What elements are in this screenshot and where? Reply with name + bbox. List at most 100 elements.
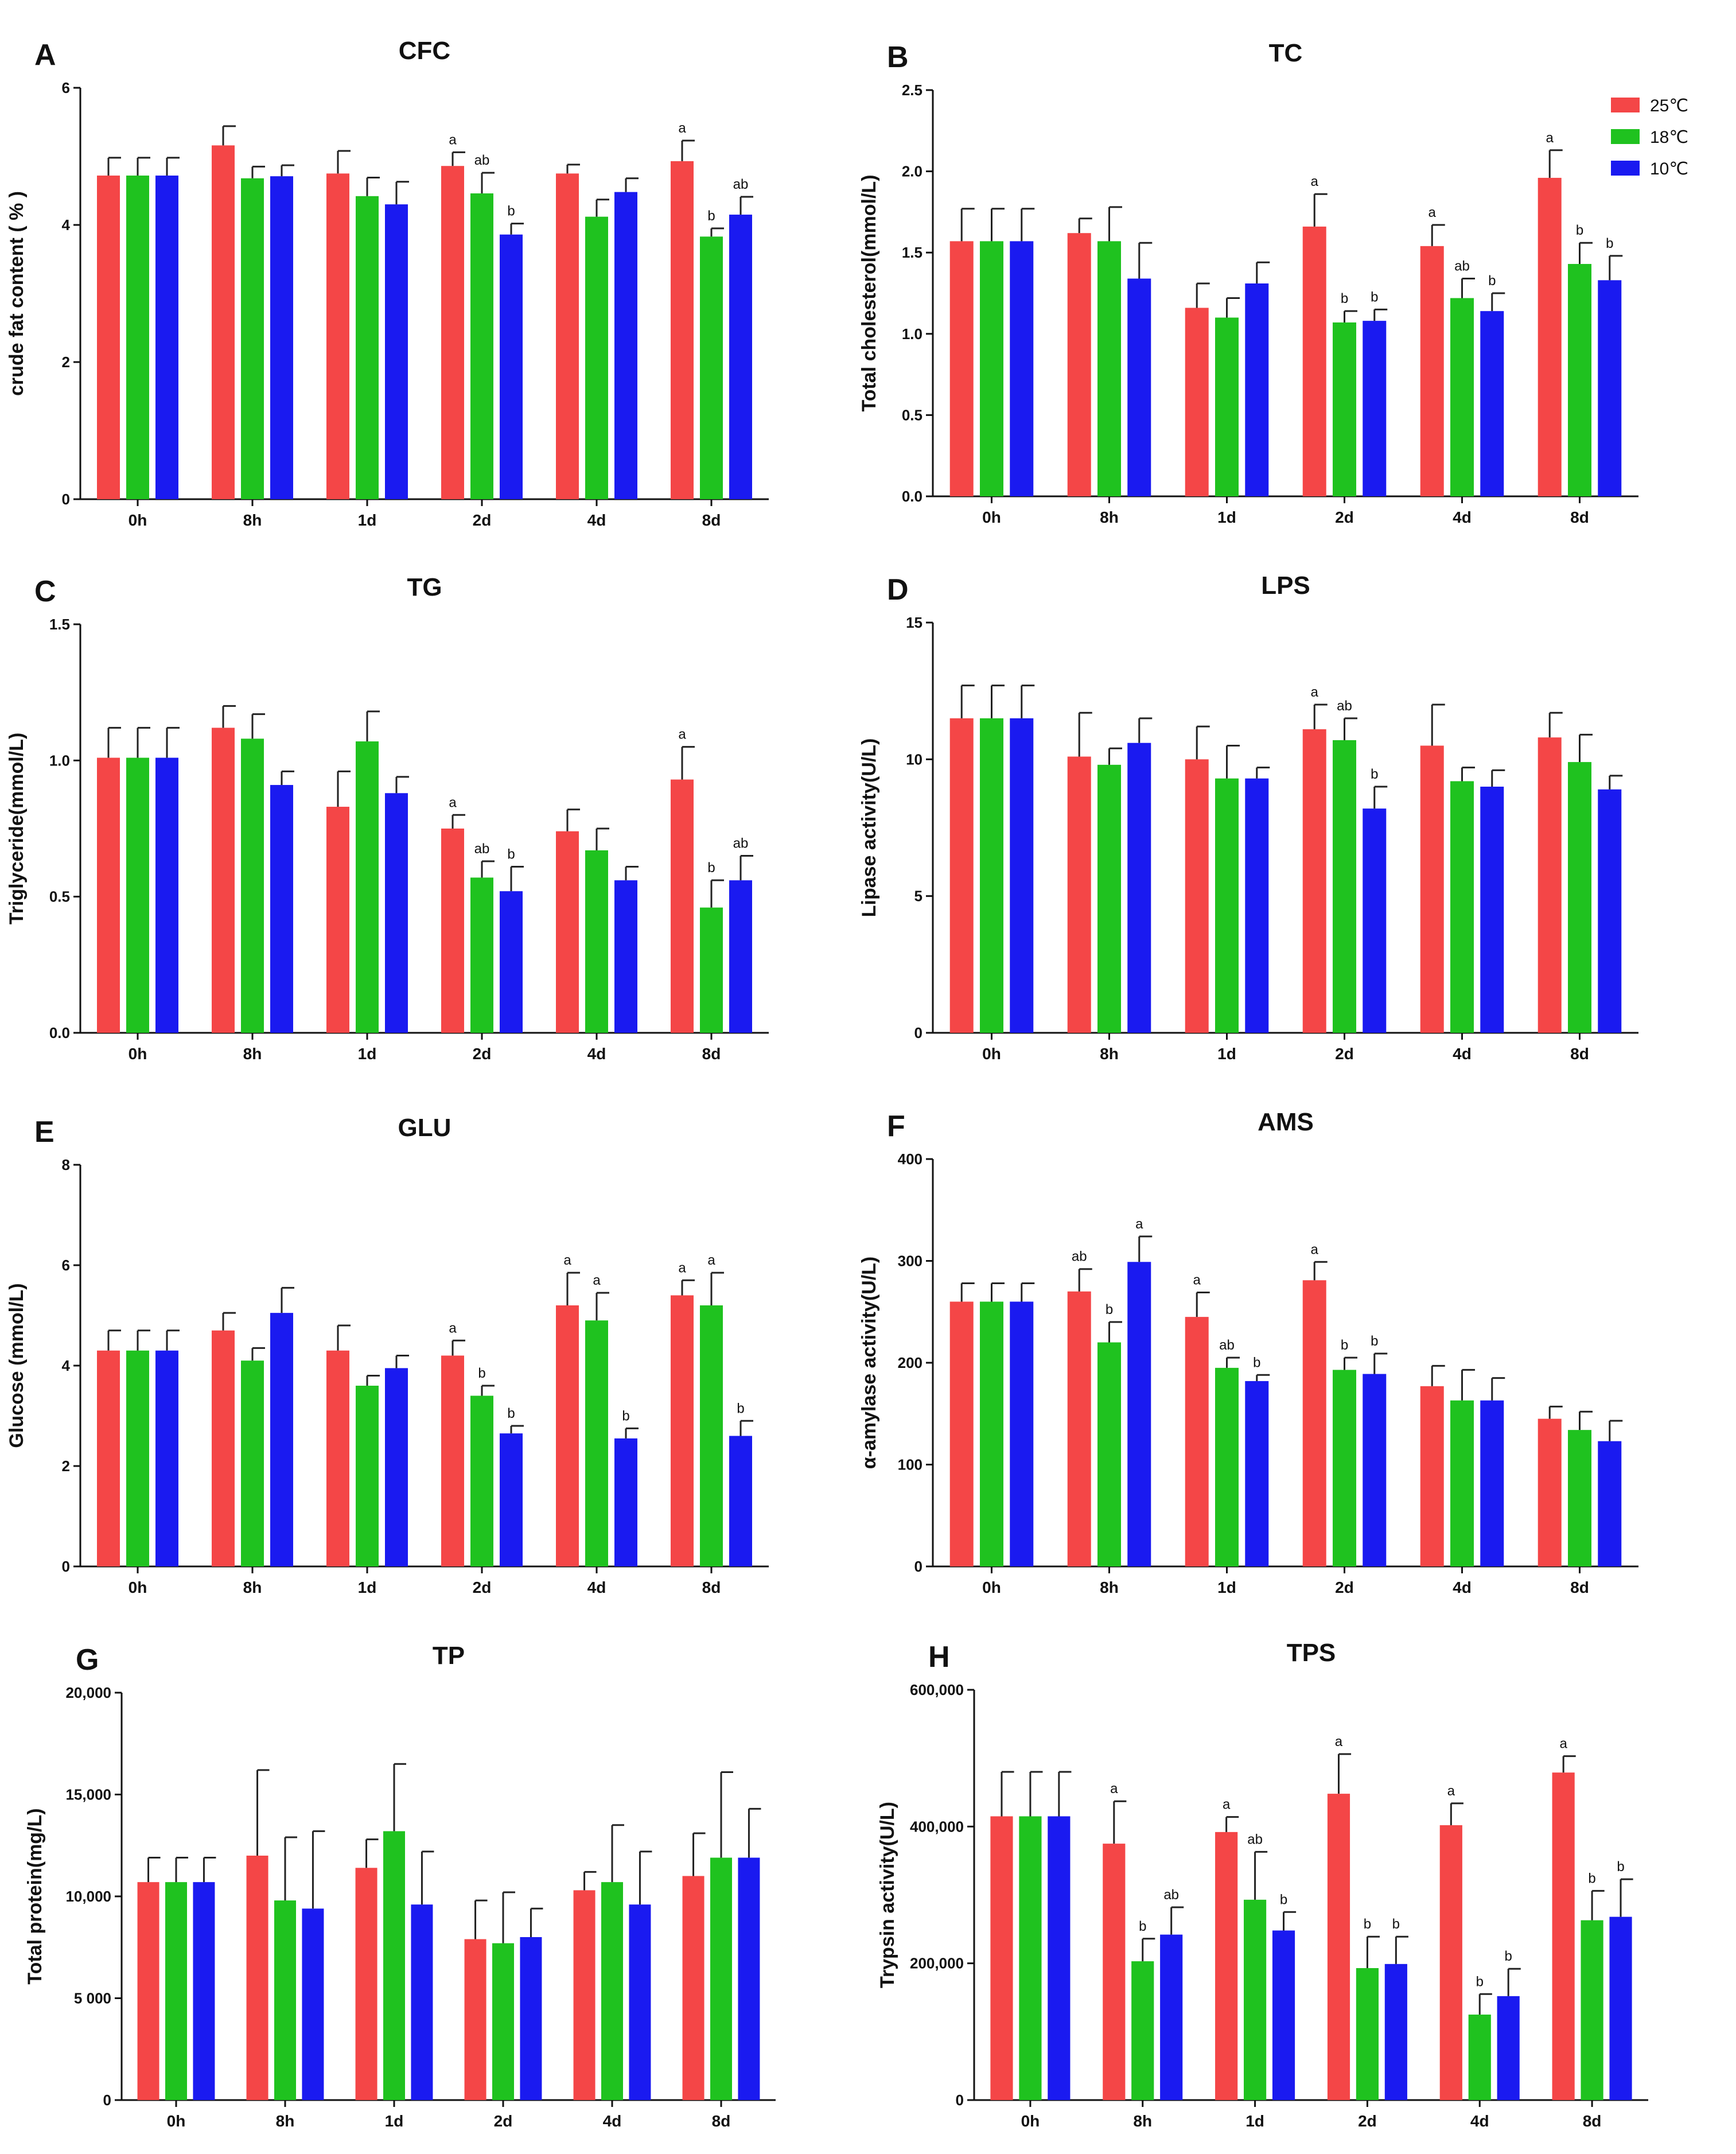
significance-label: b: [1139, 1919, 1146, 1934]
x-tick-label: 0h: [1021, 2112, 1040, 2130]
x-tick-label: 0h: [129, 1045, 147, 1063]
y-tick-label: 1.0: [49, 752, 70, 769]
bar: [1333, 740, 1356, 1033]
significance-label: a: [1447, 1783, 1455, 1799]
x-tick-label: 4d: [1470, 2112, 1489, 2130]
bar: [614, 880, 637, 1033]
bar: [464, 1939, 486, 2100]
significance-label: a: [1110, 1781, 1118, 1797]
significance-label: b: [1588, 1871, 1595, 1886]
bar: [1609, 1916, 1632, 2100]
bar: [1010, 1301, 1034, 1566]
y-tick-label: 8: [62, 1156, 70, 1173]
bar: [470, 877, 493, 1033]
panel-letter: E: [34, 1115, 55, 1149]
bar: [1302, 729, 1326, 1033]
bar: [97, 757, 120, 1033]
panels: A CFC 0 2 4 6 crude fat content ( % ) 0h 8h 1d 2d a…: [6, 37, 1648, 2130]
bar: [556, 831, 579, 1033]
x-tick-label: 2d: [494, 2112, 513, 2130]
y-tick-label: 10: [906, 751, 923, 768]
bar: [1244, 1899, 1267, 2100]
y-tick-label: 400,000: [910, 1818, 964, 1835]
significance-label: b: [707, 860, 715, 876]
bar: [556, 1305, 579, 1566]
bar: [1480, 311, 1504, 496]
bar: [241, 1360, 264, 1566]
legend-swatch: [1611, 161, 1640, 176]
bar: [326, 807, 349, 1033]
bar: [500, 891, 523, 1033]
x-tick-label: 0h: [982, 1578, 1001, 1596]
bar: [729, 880, 752, 1033]
bar: [614, 192, 637, 499]
significance-label: a: [1559, 1736, 1567, 1752]
bar: [1097, 241, 1121, 496]
x-tick-label: 8h: [1100, 508, 1119, 526]
y-axis-label: Trypsin activity(U/L): [877, 1802, 898, 1988]
bar: [1356, 1968, 1379, 2100]
panel-letter: F: [887, 1110, 905, 1143]
bar: [1450, 298, 1474, 496]
bar: [556, 173, 579, 499]
x-tick-label: 0h: [982, 1045, 1001, 1063]
bar: [355, 1868, 377, 2100]
bar: [1538, 177, 1562, 497]
y-axis-label: crude fat content ( % ): [6, 191, 28, 396]
y-tick-label: 6: [62, 1257, 70, 1274]
panel-letter: C: [34, 575, 56, 608]
y-tick-label: 2.5: [902, 81, 923, 99]
bar: [1215, 1367, 1239, 1566]
bar: [980, 241, 1003, 496]
significance-label: a: [593, 1273, 601, 1288]
significance-label: b: [737, 1401, 744, 1416]
bar: [441, 166, 464, 500]
bar: [1384, 1964, 1407, 2100]
bar: [385, 1368, 408, 1566]
bar: [1439, 1825, 1462, 2100]
bar: [1185, 308, 1209, 496]
bar: [1538, 737, 1562, 1033]
x-tick-label: 8h: [243, 1578, 262, 1596]
y-tick-label: 200: [898, 1354, 923, 1371]
bar: [573, 1890, 595, 2100]
bar: [1450, 1400, 1474, 1566]
y-tick-label: 1.0: [902, 325, 923, 343]
y-axis-label: Triglyceride(mmol/L): [6, 733, 28, 924]
y-axis-label: Lipase activity(U/L): [858, 738, 880, 917]
bar: [126, 175, 149, 500]
significance-label: a: [1311, 174, 1319, 189]
y-tick-label: 5: [914, 888, 923, 905]
bar: [241, 178, 264, 499]
bar: [1450, 781, 1474, 1033]
bar: [1552, 1772, 1575, 2100]
bar: [1333, 1370, 1356, 1566]
bar: [1568, 264, 1591, 496]
bar: [671, 779, 694, 1033]
x-tick-label: 0h: [129, 511, 147, 529]
bar: [155, 1350, 178, 1566]
x-tick-label: 1d: [385, 2112, 404, 2130]
bar: [990, 1816, 1013, 2100]
chart-title: TC: [1269, 39, 1303, 67]
bar: [1468, 2015, 1491, 2100]
bar: [1067, 1291, 1091, 1566]
significance-label: b: [507, 846, 515, 862]
bar: [270, 1313, 293, 1566]
significance-label: a: [449, 132, 457, 147]
bar: [1420, 745, 1444, 1033]
panel-a: A CFC 0 2 4 6 crude fat content ( % ) 0h 8h 1d 2d a…: [6, 37, 769, 529]
bar: [1497, 1996, 1520, 2100]
bar: [1581, 1920, 1603, 2100]
bar: [411, 1904, 433, 2100]
bar: [1598, 280, 1622, 496]
bar: [137, 1882, 159, 2100]
x-tick-label: 2d: [473, 511, 492, 529]
x-tick-label: 8h: [1133, 2112, 1152, 2130]
bar: [1131, 1961, 1154, 2100]
bar: [270, 176, 293, 499]
bar: [671, 1295, 694, 1566]
x-tick-label: 2d: [1335, 1045, 1354, 1063]
bar: [1420, 1386, 1444, 1566]
bar: [492, 1943, 514, 2100]
